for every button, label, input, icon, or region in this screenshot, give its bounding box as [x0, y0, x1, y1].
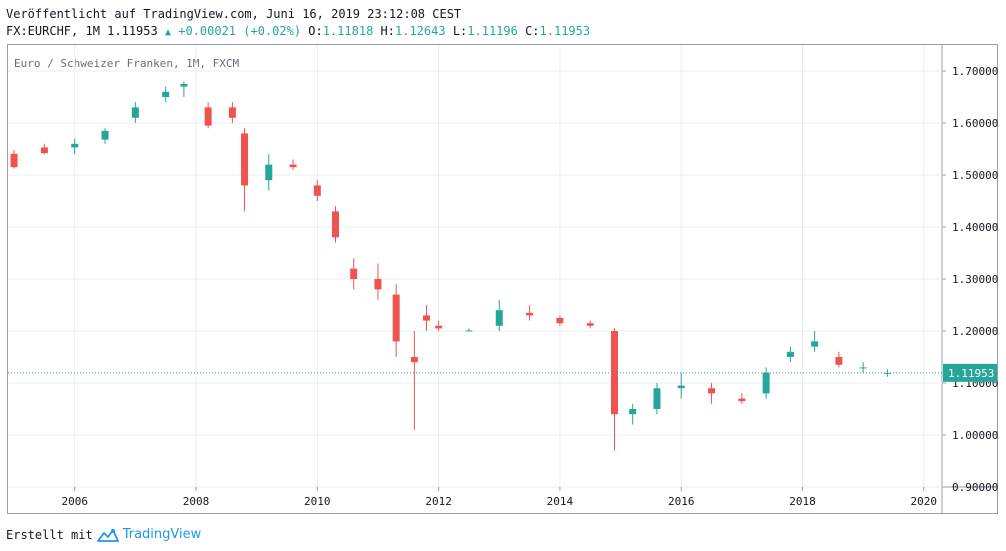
open-value: 1.11818	[322, 24, 374, 38]
x-tick-label: 2014	[547, 495, 574, 508]
change-value: +0.00021 (+0.02%)	[178, 24, 302, 38]
y-tick-label: 1.00000	[952, 429, 998, 442]
tradingview-brand-link[interactable]: TradingView	[122, 527, 202, 542]
candle-body	[738, 398, 746, 402]
created-with-label: Erstellt mit	[6, 527, 93, 542]
x-tick-label: 2012	[425, 495, 452, 508]
candle-body	[289, 164, 297, 168]
candle-body	[556, 318, 564, 324]
candle-body	[101, 130, 109, 140]
low-value: 1.11196	[467, 24, 518, 38]
y-tick-label: 0.90000	[952, 481, 998, 494]
candle-body	[131, 107, 139, 118]
candle-body	[162, 91, 170, 97]
up-triangle-icon: ▲	[164, 27, 171, 38]
candle-body	[811, 341, 819, 347]
tradingview-logo-icon	[96, 528, 119, 542]
y-tick-label: 1.20000	[952, 325, 998, 338]
candle-body	[653, 388, 661, 409]
candle-body	[332, 211, 340, 238]
x-tick-label: 2008	[183, 495, 210, 508]
x-tick-label: 2010	[304, 495, 331, 508]
close-label: C:	[525, 24, 540, 38]
chart-title: Euro / Schweizer Franken, 1M, FXCM	[14, 57, 240, 70]
x-tick-label: 2006	[61, 495, 88, 508]
low-label: L:	[452, 24, 468, 38]
y-tick-label: 1.60000	[952, 117, 998, 130]
candle-body	[495, 310, 503, 326]
candle-body	[677, 385, 685, 389]
high-value: 1.12643	[395, 24, 446, 38]
y-tick-label: 1.40000	[952, 221, 998, 234]
candle-body	[762, 372, 770, 394]
y-tick-label: 1.70000	[952, 65, 998, 78]
last-price-label: 1.11953	[948, 367, 994, 380]
symbol-info-line: FX:EURCHF, 1M 1.11953 ▲ +0.00021 (+0.02%…	[6, 24, 590, 38]
candle-body	[374, 279, 382, 290]
y-tick-label: 1.30000	[952, 273, 998, 286]
candle-body	[410, 357, 418, 363]
candle-body	[835, 357, 843, 365]
footer: Erstellt mit TradingView	[6, 527, 201, 542]
candle-body	[859, 367, 867, 369]
chart-frame	[7, 44, 998, 514]
candle-body	[204, 107, 212, 126]
candle-body	[629, 409, 637, 415]
high-label: H:	[380, 24, 395, 38]
y-tick-label: 1.50000	[952, 169, 998, 182]
candle-body	[241, 133, 249, 186]
candle-body	[392, 294, 400, 342]
x-tick-label: 2020	[911, 495, 938, 508]
candle-body	[350, 268, 358, 279]
symbol-label: FX:EURCHF, 1M 1.11953	[6, 24, 158, 38]
candle-body	[786, 351, 794, 357]
candle-body	[422, 315, 430, 321]
candle-body	[228, 107, 236, 118]
candle-body	[40, 147, 48, 154]
last-price-badge	[943, 363, 997, 382]
candle-body	[708, 388, 716, 394]
candle-body	[71, 143, 79, 148]
candle-body	[180, 84, 188, 87]
x-tick-label: 2016	[668, 495, 695, 508]
candle-body	[10, 153, 18, 168]
x-tick-label: 2018	[789, 495, 816, 508]
candle-body	[265, 164, 273, 181]
candle-body	[586, 323, 594, 326]
open-label: O:	[308, 24, 323, 38]
published-line: Veröffentlicht auf TradingView.com, Juni…	[6, 7, 462, 21]
candle-body	[883, 372, 891, 374]
close-value: 1.11953	[539, 24, 591, 38]
candle-body	[465, 330, 473, 332]
candle-body	[435, 325, 443, 329]
candle-body	[313, 185, 321, 196]
candle-body	[526, 312, 534, 316]
